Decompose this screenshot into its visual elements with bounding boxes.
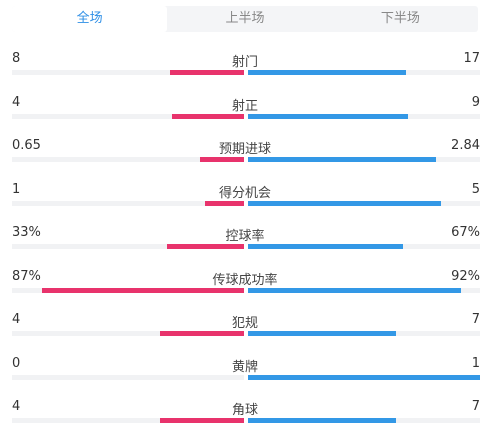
away-track [248,374,480,380]
away-track [248,200,480,206]
home-track [12,418,244,423]
stat-label: 控球率 [225,229,265,244]
away-bar [248,374,480,380]
home-bar [160,331,244,336]
stat-label: 黄牌 [231,359,258,375]
away-value: 92% [451,268,480,284]
home-track [12,331,244,336]
stat-row-possession: 33% 控球率 67% [0,216,500,260]
stat-label: 角球 [231,403,258,418]
home-value: 0 [12,355,21,371]
away-bar [248,244,404,249]
home-track [12,70,244,75]
home-value: 33% [12,225,41,240]
stat-label: 预期进球 [218,142,271,157]
tab-second-half[interactable]: 下半场 [380,11,420,26]
away-value: 5 [471,181,480,197]
stat-label: 射门 [231,55,258,70]
home-bar [199,157,244,162]
away-track [248,244,480,249]
away-bar [248,331,397,336]
away-track [248,287,480,293]
stat-label: 射正 [231,98,258,114]
home-track [12,200,244,206]
home-bar [204,200,244,206]
away-track [248,418,480,423]
home-value: 87% [12,268,41,284]
home-bar [169,70,244,75]
home-bar [160,418,244,423]
away-bar [248,418,397,423]
stat-label: 得分机会 [218,185,271,201]
away-bar [248,157,436,162]
away-bar [248,113,409,119]
away-value: 67% [451,225,480,240]
away-bar [248,200,441,206]
home-track [12,157,244,162]
home-value: 4 [12,94,21,110]
away-track [248,331,480,336]
home-value: 4 [12,399,21,414]
away-track [248,113,480,119]
away-bar [248,70,406,75]
home-bar [42,287,244,293]
stat-row-fouls: 4 犯规 7 [0,303,500,347]
stat-row-shots-on-target: 4 射正 9 [0,86,500,130]
stat-row-xg: 0.65 预期进球 2.84 [0,129,500,173]
stat-row-shots: 8 射门 17 [0,42,500,86]
stat-row-yellow-cards: 0 黄牌 1 [0,347,500,391]
home-value: 4 [12,312,21,327]
stat-row-big-chances: 1 得分机会 5 [0,173,500,217]
tab-first-half[interactable]: 上半场 [225,11,265,26]
home-bar [172,113,244,119]
home-track [12,113,244,119]
home-bar [167,244,244,249]
away-value: 9 [471,94,480,110]
tab-full-match[interactable]: 全场 [12,6,168,32]
away-value: 1 [471,355,480,371]
stat-label: 犯规 [231,316,258,331]
home-track [12,287,244,293]
home-track [12,244,244,249]
away-track [248,157,480,162]
away-value: 7 [471,312,480,327]
away-value: 2.84 [451,138,480,153]
home-value: 1 [12,181,21,197]
away-value: 17 [463,51,480,66]
home-value: 0.65 [12,138,41,153]
home-track [12,374,244,380]
away-track [248,70,480,75]
period-tabs: 全场 上半场 下半场 [12,6,478,32]
away-value: 7 [471,399,480,414]
stats-list: 8 射门 17 4 射正 9 0.65 预期进球 2.84 1 得分机会 5 3… [0,42,500,434]
stat-label: 传球成功率 [212,272,278,288]
home-value: 8 [12,51,21,66]
stat-row-corners: 4 角球 7 [0,390,500,434]
stat-row-pass-accuracy: 87% 传球成功率 92% [0,260,500,304]
away-bar [248,287,462,293]
